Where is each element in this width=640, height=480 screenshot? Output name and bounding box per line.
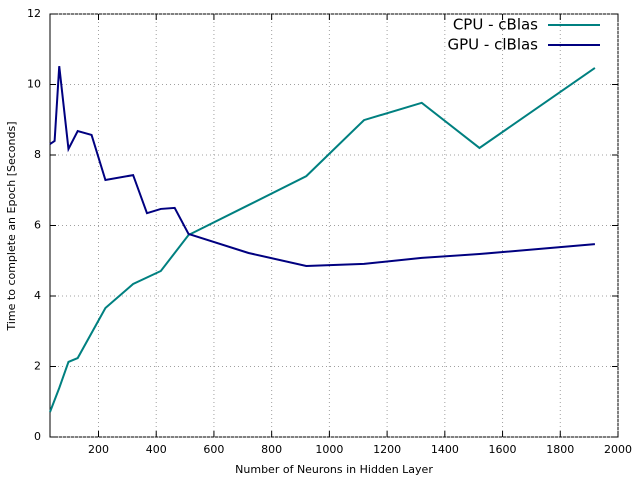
x-tick-label: 200 xyxy=(88,443,109,456)
x-tick-label: 400 xyxy=(146,443,167,456)
y-tick-label: 12 xyxy=(27,7,41,20)
legend-label: GPU - clBlas xyxy=(448,36,539,54)
y-tick-label: 2 xyxy=(34,360,41,373)
y-tick-label: 8 xyxy=(34,148,41,161)
x-tick-label: 1200 xyxy=(373,443,401,456)
legend-label: CPU - cBlas xyxy=(453,16,538,34)
x-tick-label: 1600 xyxy=(489,443,517,456)
x-tick-label: 800 xyxy=(261,443,282,456)
x-tick-label: 1800 xyxy=(546,443,574,456)
y-tick-label: 6 xyxy=(34,219,41,232)
x-tick-label: 1400 xyxy=(431,443,459,456)
x-tick-label: 600 xyxy=(203,443,224,456)
y-tick-label: 10 xyxy=(27,78,41,91)
x-axis-label: Number of Neurons in Hidden Layer xyxy=(235,463,433,476)
y-tick-label: 0 xyxy=(34,430,41,443)
x-tick-label: 2000 xyxy=(604,443,632,456)
y-tick-label: 4 xyxy=(34,289,41,302)
data-line xyxy=(49,66,595,268)
data-line xyxy=(49,67,596,413)
x-tick-label: 1000 xyxy=(315,443,343,456)
y-axis-label: Time to complete an Epoch [Seconds] xyxy=(5,121,18,331)
